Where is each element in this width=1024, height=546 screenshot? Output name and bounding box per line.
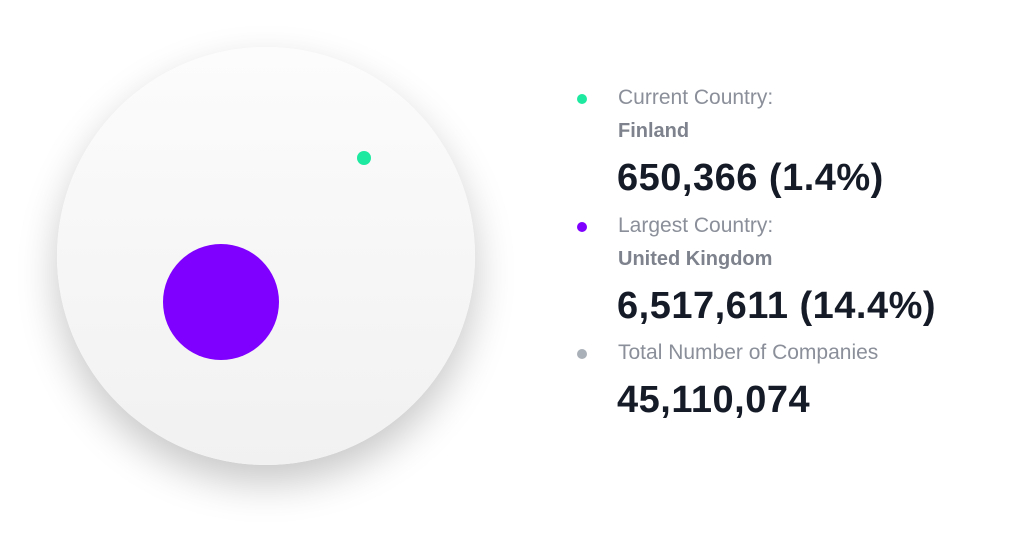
legend-label: Largest Country: — [618, 214, 774, 237]
legend-label: Total Number of Companies — [618, 341, 879, 364]
country-name: United Kingdom — [618, 248, 773, 270]
legend-dot — [577, 222, 587, 232]
largest-country-bubble — [163, 244, 279, 360]
legend-label: Current Country: — [618, 86, 774, 109]
outer-circle — [57, 47, 475, 465]
current-country-bubble — [357, 151, 371, 165]
country-value: 6,517,611 (14.4%) — [617, 285, 937, 327]
legend-dot — [577, 349, 587, 359]
country-value: 650,366 (1.4%) — [617, 157, 884, 199]
country-name: Finland — [618, 120, 690, 142]
total-value: 45,110,074 — [617, 379, 811, 421]
legend-dot — [577, 94, 587, 104]
